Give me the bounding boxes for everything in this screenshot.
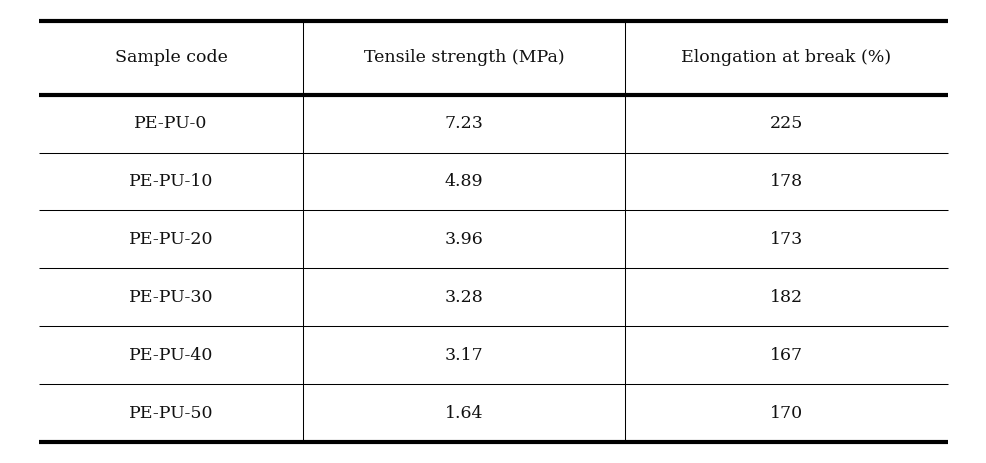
Text: PE-PU-30: PE-PU-30: [129, 289, 213, 306]
Text: 170: 170: [769, 405, 802, 422]
Text: PE-PU-10: PE-PU-10: [129, 173, 213, 190]
Text: 173: 173: [769, 231, 803, 248]
Text: PE-PU-50: PE-PU-50: [129, 405, 213, 422]
Text: 167: 167: [769, 347, 802, 364]
Text: 3.17: 3.17: [444, 347, 483, 364]
Text: 4.89: 4.89: [445, 173, 483, 190]
Text: Tensile strength (MPa): Tensile strength (MPa): [363, 49, 564, 66]
Text: 3.28: 3.28: [444, 289, 483, 306]
Text: PE-PU-40: PE-PU-40: [129, 347, 213, 364]
Text: Elongation at break (%): Elongation at break (%): [680, 49, 890, 66]
Text: 1.64: 1.64: [445, 405, 483, 422]
Text: 182: 182: [769, 289, 802, 306]
Text: 7.23: 7.23: [444, 115, 483, 132]
Text: PE-PU-20: PE-PU-20: [129, 231, 213, 248]
Text: 3.96: 3.96: [444, 231, 483, 248]
Text: 178: 178: [769, 173, 802, 190]
Text: 225: 225: [769, 115, 803, 132]
Text: PE-PU-0: PE-PU-0: [134, 115, 208, 132]
Text: Sample code: Sample code: [114, 49, 228, 66]
